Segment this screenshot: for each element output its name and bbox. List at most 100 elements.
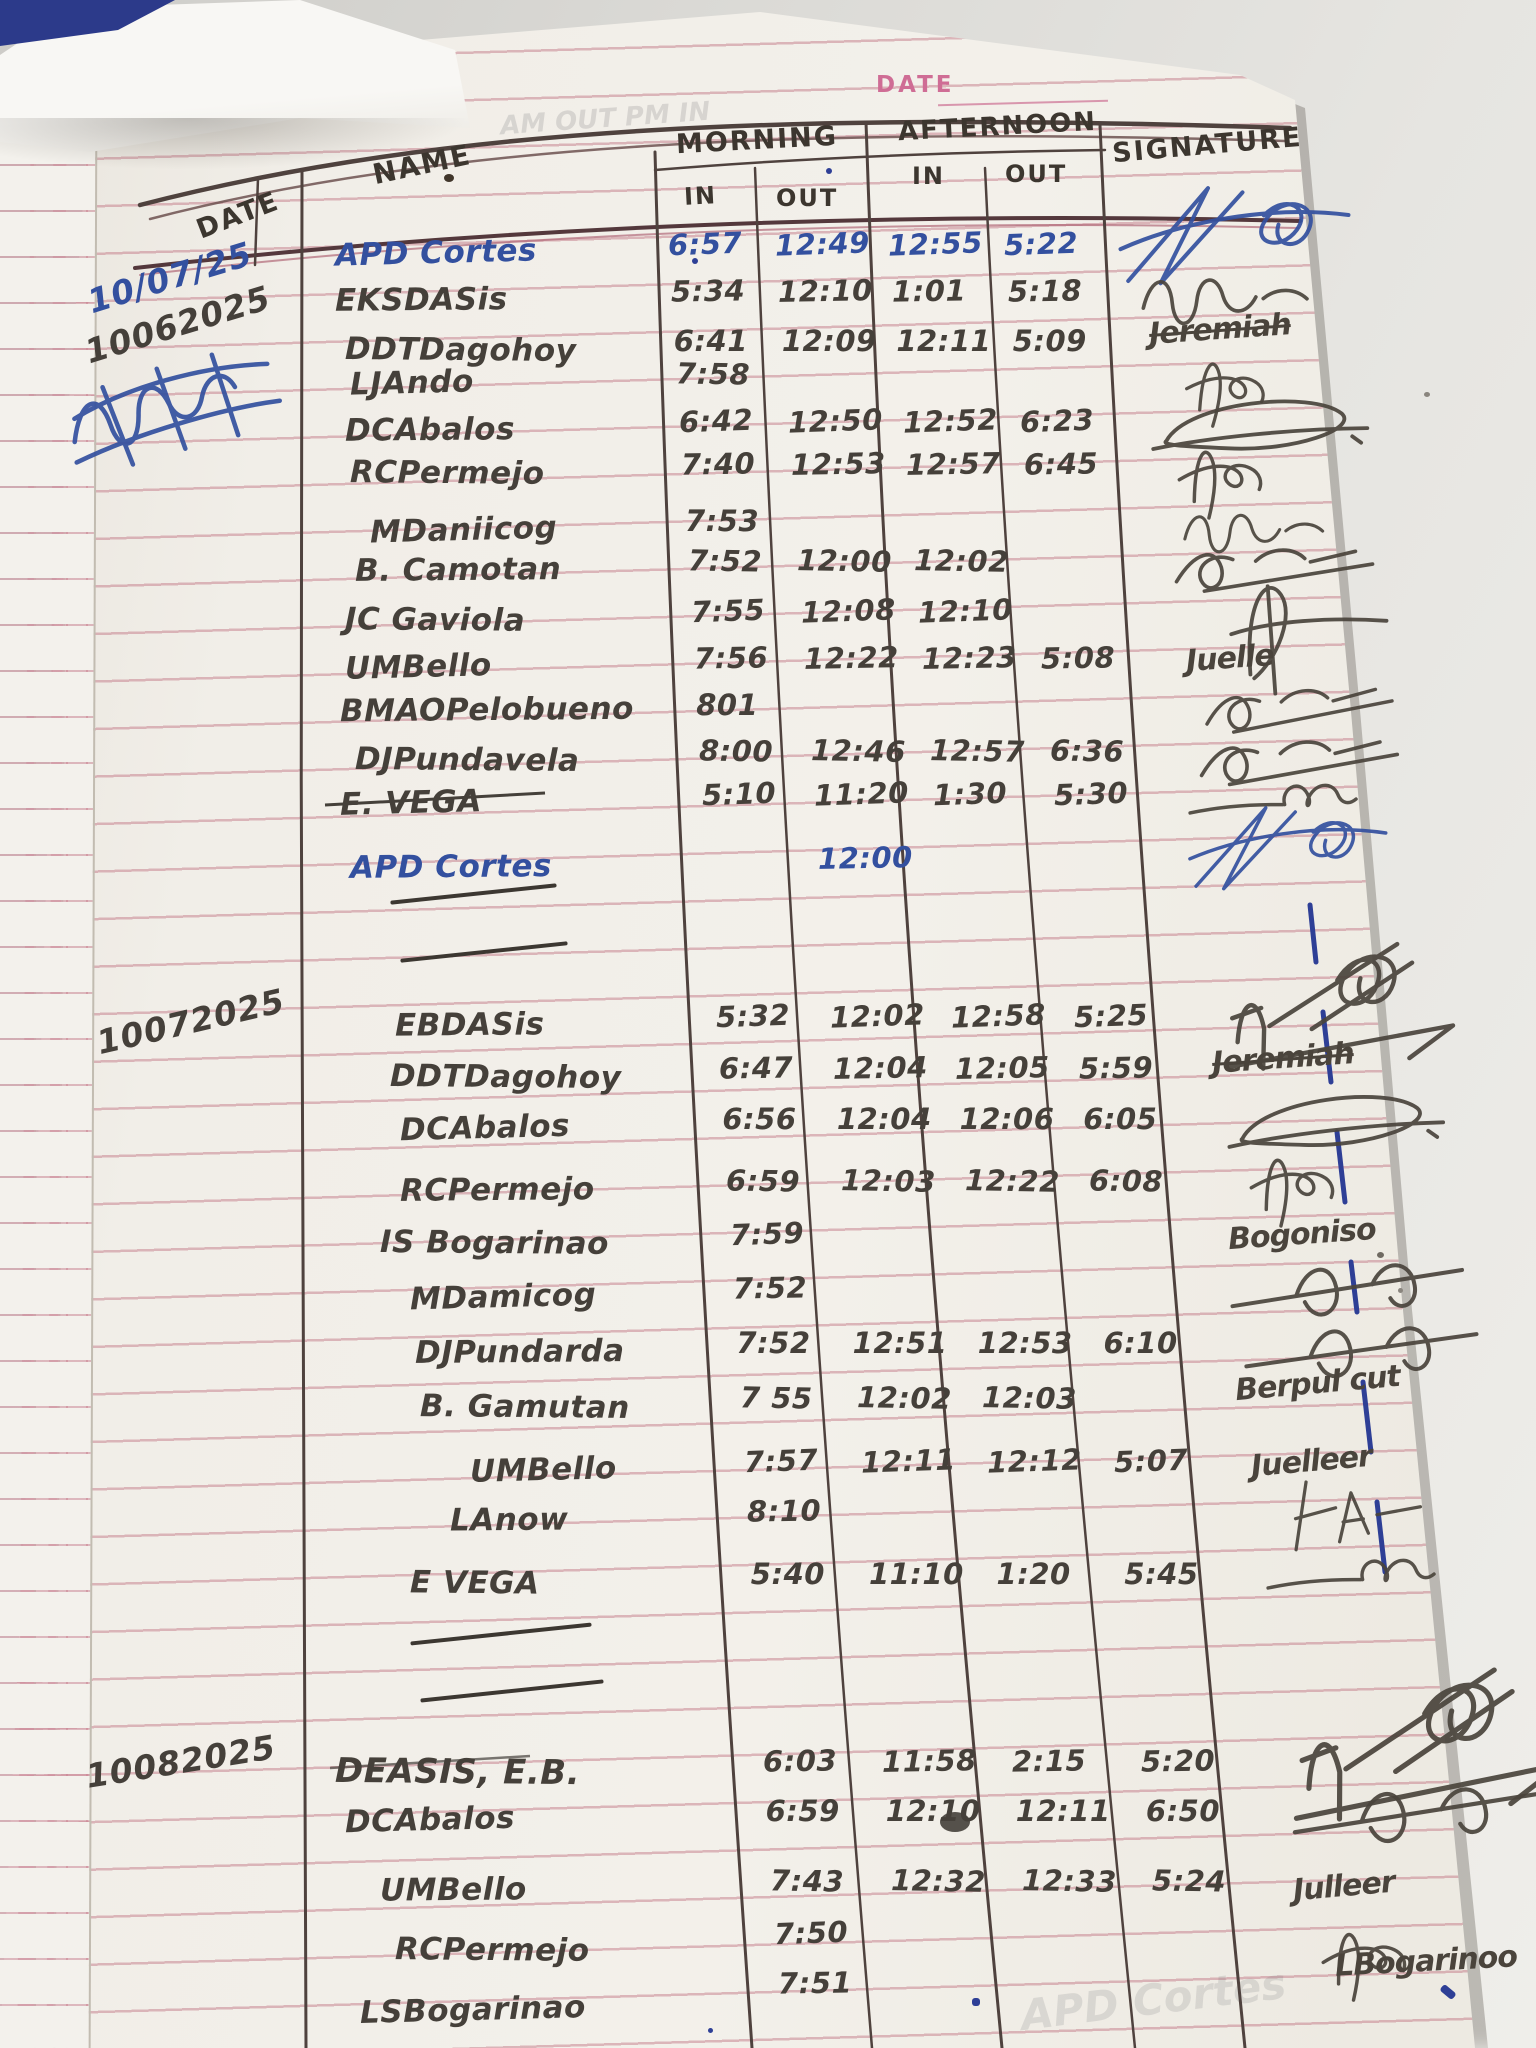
ink-blot	[940, 1812, 970, 1832]
name-cell: EKSDASis	[334, 281, 508, 319]
name-cell: RCPermejo	[394, 1931, 590, 1969]
header-afternoon-in: IN	[912, 162, 946, 190]
morning-in-cell: 7:55	[690, 592, 766, 630]
ink-dot	[708, 2028, 713, 2033]
afternoon-in-cell: 12:52	[902, 402, 999, 440]
speck	[1424, 392, 1430, 397]
name-cell: JC Gaviola	[344, 601, 526, 639]
name-cell: IS Bogarinao	[379, 1224, 610, 1262]
morning-out-cell: 12:00	[818, 840, 914, 876]
morning-in-cell: 6:59	[725, 1163, 801, 1199]
date-scribble	[51, 322, 303, 496]
afternoon-in-cell: 1:01	[892, 273, 967, 309]
morning-in-cell: 7 55	[739, 1380, 813, 1416]
morning-out-cell: 12:04	[836, 1102, 932, 1136]
dash-mark	[410, 1622, 593, 1646]
morning-out-cell: 12:09	[781, 324, 877, 358]
name-cell: DCAbalos	[344, 411, 516, 449]
afternoon-out-cell: 5:07	[1113, 1442, 1189, 1480]
afternoon-out-cell: 5:22	[1003, 225, 1079, 263]
signature-scribble	[1286, 1747, 1536, 1906]
name-cell: RCPermejo	[349, 454, 545, 492]
afternoon-out-cell: 6:10	[1103, 1326, 1178, 1360]
name-cell: E. VEGA	[339, 783, 483, 823]
afternoon-in-cell: 12:53	[977, 1326, 1073, 1360]
afternoon-out-cell: 6:36	[1049, 733, 1125, 769]
dash-mark	[390, 883, 557, 905]
morning-in-cell: 8:00	[699, 733, 774, 769]
signature-scribble	[1177, 484, 1364, 594]
morning-out-cell: 12:08	[800, 592, 897, 630]
name-cell: DCAbalos	[399, 1107, 571, 1149]
afternoon-in-cell: 12:23	[921, 640, 1018, 676]
signature-scribble	[1271, 1643, 1536, 1849]
signature-scribble	[1224, 1225, 1474, 1377]
afternoon-out-cell: 5:59	[1078, 1050, 1153, 1086]
afternoon-out-cell: 5:30	[1053, 775, 1129, 813]
preprinted-date-label: DATE	[876, 72, 955, 98]
signature-scribble	[1166, 509, 1391, 643]
afternoon-in-cell: 12:57	[929, 733, 1025, 769]
afternoon-out-cell: 6:45	[1023, 446, 1099, 482]
name-cell: B. Gamutan	[419, 1388, 630, 1426]
morning-in-cell: 7:40	[681, 446, 756, 482]
morning-in-cell: 8:10	[746, 1493, 822, 1529]
afternoon-in-cell: 12:10	[917, 592, 1014, 630]
name-cell: DJPundarda	[414, 1333, 625, 1371]
name-cell: UMBello	[379, 1871, 527, 1909]
afternoon-in-cell: 1:30	[932, 775, 1008, 813]
name-cell: BMAOPelobueno	[339, 690, 635, 730]
afternoon-out-cell: 5:45	[1124, 1557, 1199, 1591]
afternoon-out-cell: 5:24	[1151, 1863, 1227, 1899]
morning-in-cell: 7:52	[732, 1270, 808, 1306]
date-cell: 10072025	[93, 980, 289, 1063]
morning-in-cell: 7:56	[693, 640, 768, 676]
dash-mark	[400, 941, 568, 963]
morning-out-cell: 12:50	[786, 402, 883, 440]
afternoon-out-cell: 6:23	[1019, 402, 1095, 440]
morning-in-cell: 7:43	[769, 1863, 845, 1899]
morning-in-cell: 6:47	[718, 1050, 794, 1086]
signature-scribble	[1233, 1124, 1446, 1251]
afternoon-in-cell: 12:57	[906, 446, 1002, 482]
name-strikethrough	[329, 1754, 531, 1770]
afternoon-in-cell: 12:11	[896, 324, 992, 358]
name-cell: B. Camotan	[354, 551, 562, 589]
morning-in-cell: 5:34	[670, 273, 746, 309]
signature-scribble	[1191, 565, 1421, 696]
afternoon-in-cell: 12:55	[887, 225, 984, 263]
morning-out-cell: 12:49	[774, 225, 871, 263]
afternoon-out-cell: 5:20	[1141, 1743, 1216, 1779]
signature-scribble	[1222, 1066, 1458, 1207]
afternoon-in-cell: 2:15	[1011, 1743, 1087, 1779]
morning-out-cell: 11:10	[868, 1557, 964, 1591]
morning-out-cell: 12:02	[856, 1380, 952, 1416]
morning-in-cell: 6:42	[678, 402, 754, 440]
morning-in-cell: 6:03	[762, 1743, 837, 1779]
afternoon-in-cell: 12:22	[964, 1163, 1060, 1199]
dash-mark	[420, 1679, 604, 1703]
name-cell: DDTDagohoy	[389, 1057, 622, 1097]
signature-scribble	[1195, 648, 1411, 782]
morning-in-cell: 6:41	[673, 324, 748, 358]
afternoon-out-cell: 5:25	[1073, 997, 1149, 1035]
morning-in-cell: 7:51	[777, 1965, 852, 2001]
morning-out-cell: 12:53	[790, 446, 886, 482]
morning-in-cell: 6:56	[722, 1102, 797, 1136]
name-cell: E VEGA	[409, 1564, 540, 1602]
afternoon-out-cell: 6:08	[1088, 1163, 1164, 1199]
morning-out-cell: 12:02	[828, 997, 925, 1035]
signature-scribble	[1304, 1896, 1519, 2026]
afternoon-out-cell: 6:05	[1083, 1102, 1158, 1136]
morning-in-cell: 7:50	[773, 1914, 849, 1952]
morning-out-cell: 12:32	[890, 1863, 986, 1899]
morning-in-cell: 7:52	[736, 1326, 811, 1360]
morning-out-cell: 12:00	[797, 543, 893, 579]
signature-scribble	[1147, 372, 1381, 509]
speck	[1398, 1288, 1403, 1293]
signature-scribble	[1207, 922, 1483, 1093]
morning-in-cell: 5:10	[701, 775, 777, 813]
